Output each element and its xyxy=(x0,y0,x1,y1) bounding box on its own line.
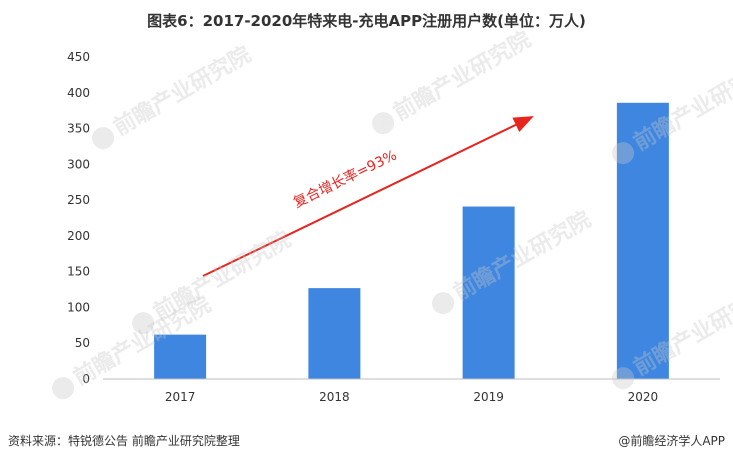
y-tick-label: 200 xyxy=(67,229,90,243)
source-note: 资料来源：特锐德公告 前瞻产业研究院整理 xyxy=(8,434,240,448)
y-tick-label: 450 xyxy=(67,50,90,64)
x-tick-label: 2017 xyxy=(165,390,196,404)
chart-title: 图表6：2017-2020年特来电-充电APP注册用户数(单位：万人) xyxy=(147,12,586,30)
y-tick-label: 400 xyxy=(67,86,90,100)
y-tick-label: 150 xyxy=(67,265,90,279)
y-tick-label: 0 xyxy=(82,372,90,386)
x-axis: 2017 2018 2019 2020 xyxy=(165,390,658,404)
bar-2019 xyxy=(462,206,515,379)
bars xyxy=(154,102,669,379)
bar-2017 xyxy=(154,334,207,379)
growth-arrow xyxy=(202,116,534,277)
y-axis: 0 50 100 150 200 250 300 350 400 450 xyxy=(67,50,90,386)
x-tick-label: 2018 xyxy=(319,390,350,404)
y-tick-label: 350 xyxy=(67,122,90,136)
bar-2020 xyxy=(616,102,669,379)
y-tick-label: 250 xyxy=(67,193,90,207)
y-tick-label: 300 xyxy=(67,157,90,171)
x-tick-label: 2020 xyxy=(628,390,659,404)
credit-note: @前瞻经济学人APP xyxy=(618,434,725,448)
y-tick-label: 50 xyxy=(75,336,90,350)
bar-2018 xyxy=(308,288,361,379)
growth-rate-annotation: 复合增长率=93% xyxy=(291,147,400,212)
y-tick-label: 100 xyxy=(67,300,90,314)
x-tick-label: 2019 xyxy=(473,390,504,404)
